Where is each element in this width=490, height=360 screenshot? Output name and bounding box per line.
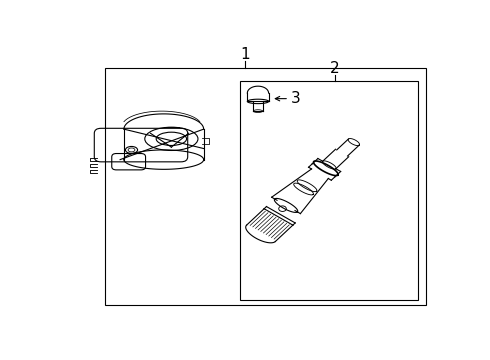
- Bar: [105, 68, 426, 305]
- Text: 1: 1: [241, 47, 250, 62]
- Text: 2: 2: [330, 60, 340, 76]
- Text: 3: 3: [291, 91, 301, 106]
- Bar: [240, 81, 418, 300]
